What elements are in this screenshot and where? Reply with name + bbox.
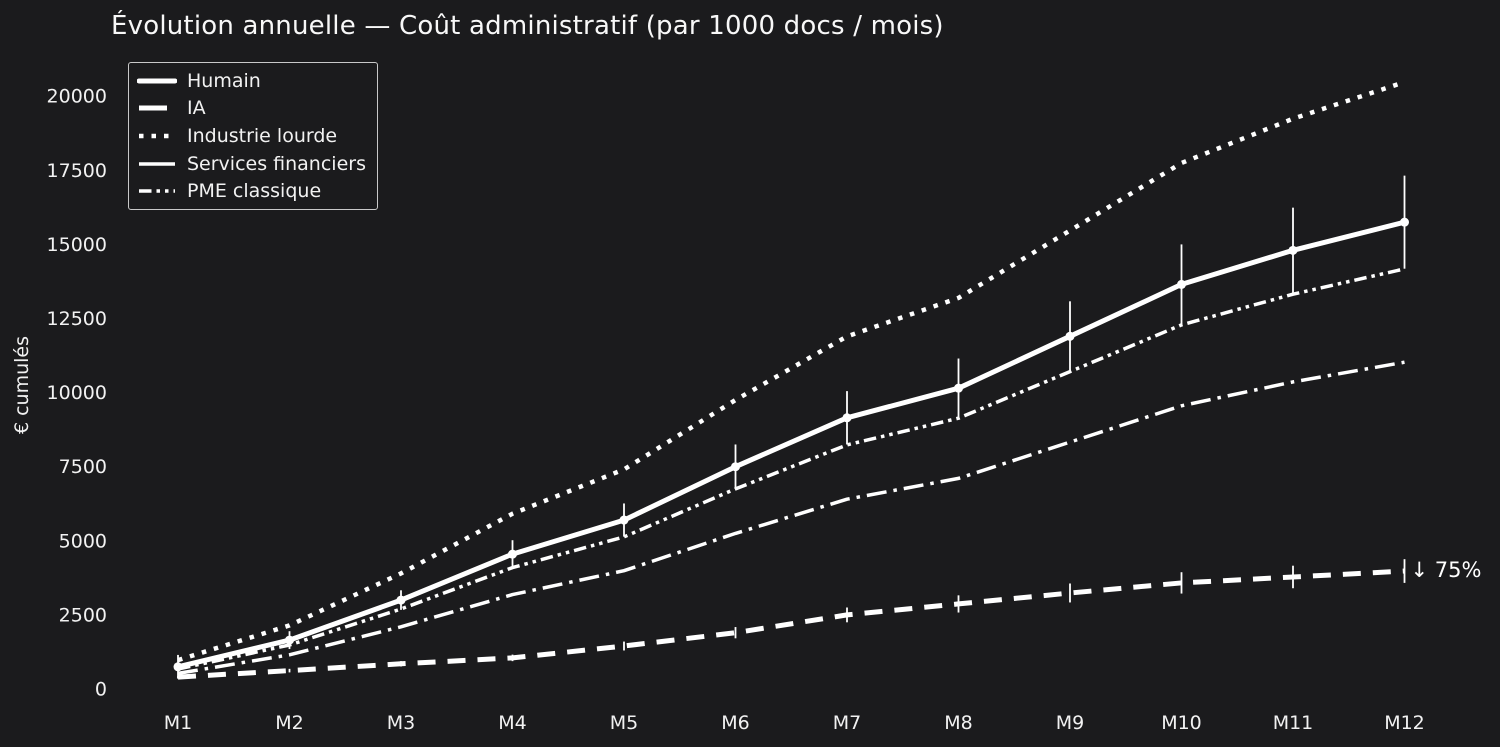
series-line xyxy=(177,267,1405,671)
x-tick-label: M1 xyxy=(164,712,192,734)
legend-label: Humain xyxy=(187,69,261,92)
y-axis-label: € cumulés xyxy=(11,335,33,435)
legend-item: Industrie lourde xyxy=(137,123,369,149)
data-point-marker xyxy=(508,549,517,559)
series-line xyxy=(177,360,1405,676)
series-humain xyxy=(173,175,1409,679)
x-tick-label: M11 xyxy=(1273,712,1314,734)
legend-box: Humain IA Industrie lourde Services financi… xyxy=(128,62,378,210)
legend-line-sample xyxy=(139,189,175,193)
y-tick-label: 0 xyxy=(95,679,107,701)
x-tick-label: M2 xyxy=(275,712,303,734)
x-tick-label: M6 xyxy=(721,712,749,734)
data-point-marker xyxy=(396,595,406,605)
x-tick-label: M10 xyxy=(1161,712,1202,734)
y-tick-label: 10000 xyxy=(47,382,107,404)
legend-item: PME classique xyxy=(137,178,369,204)
x-tick-label: M5 xyxy=(610,712,638,734)
series-ia xyxy=(177,559,1406,680)
data-point-marker xyxy=(619,515,629,525)
legend-item: Services financiers xyxy=(137,151,369,177)
x-tick-label: M9 xyxy=(1056,712,1084,734)
legend-line-sample xyxy=(139,133,175,139)
data-point-marker xyxy=(1288,245,1298,255)
savings-annotation: ↓ 75% xyxy=(1410,558,1482,583)
legend-label: Services financiers xyxy=(187,152,366,175)
legend-label: IA xyxy=(187,97,206,120)
y-tick-label: 12500 xyxy=(47,308,107,330)
legend-item: IA xyxy=(137,95,369,121)
data-point-marker xyxy=(954,383,963,393)
legend-item: Humain xyxy=(137,68,369,94)
data-point-marker xyxy=(731,462,740,472)
y-tick-label: 17500 xyxy=(47,160,107,182)
legend-line-sample xyxy=(139,161,175,166)
data-point-marker xyxy=(1400,217,1409,227)
x-tick-label: M4 xyxy=(498,712,526,734)
y-tick-label: 15000 xyxy=(47,234,107,256)
series-line xyxy=(175,219,1407,670)
legend-line-sample xyxy=(137,78,177,84)
legend-label: Industrie lourde xyxy=(187,124,338,147)
data-point-marker xyxy=(842,413,852,423)
series-services-financiers xyxy=(177,360,1405,676)
series-pme-classique xyxy=(177,267,1405,671)
y-tick-label: 2500 xyxy=(59,604,107,626)
x-tick-label: M12 xyxy=(1384,712,1425,734)
legend-line-sample xyxy=(139,105,167,111)
legend-label: PME classique xyxy=(187,180,322,203)
y-tick-label: 7500 xyxy=(59,456,107,478)
y-tick-label: 20000 xyxy=(47,86,107,108)
chart-title: Évolution annuelle — Coût administratif … xyxy=(111,11,944,41)
series-line xyxy=(177,568,1405,680)
data-point-marker xyxy=(285,635,294,645)
data-point-marker xyxy=(1065,331,1075,341)
y-tick-label: 5000 xyxy=(59,530,107,552)
x-tick-label: M7 xyxy=(833,712,861,734)
x-tick-label: M3 xyxy=(387,712,415,734)
x-tick-label: M8 xyxy=(944,712,972,734)
data-point-marker xyxy=(1177,279,1186,289)
